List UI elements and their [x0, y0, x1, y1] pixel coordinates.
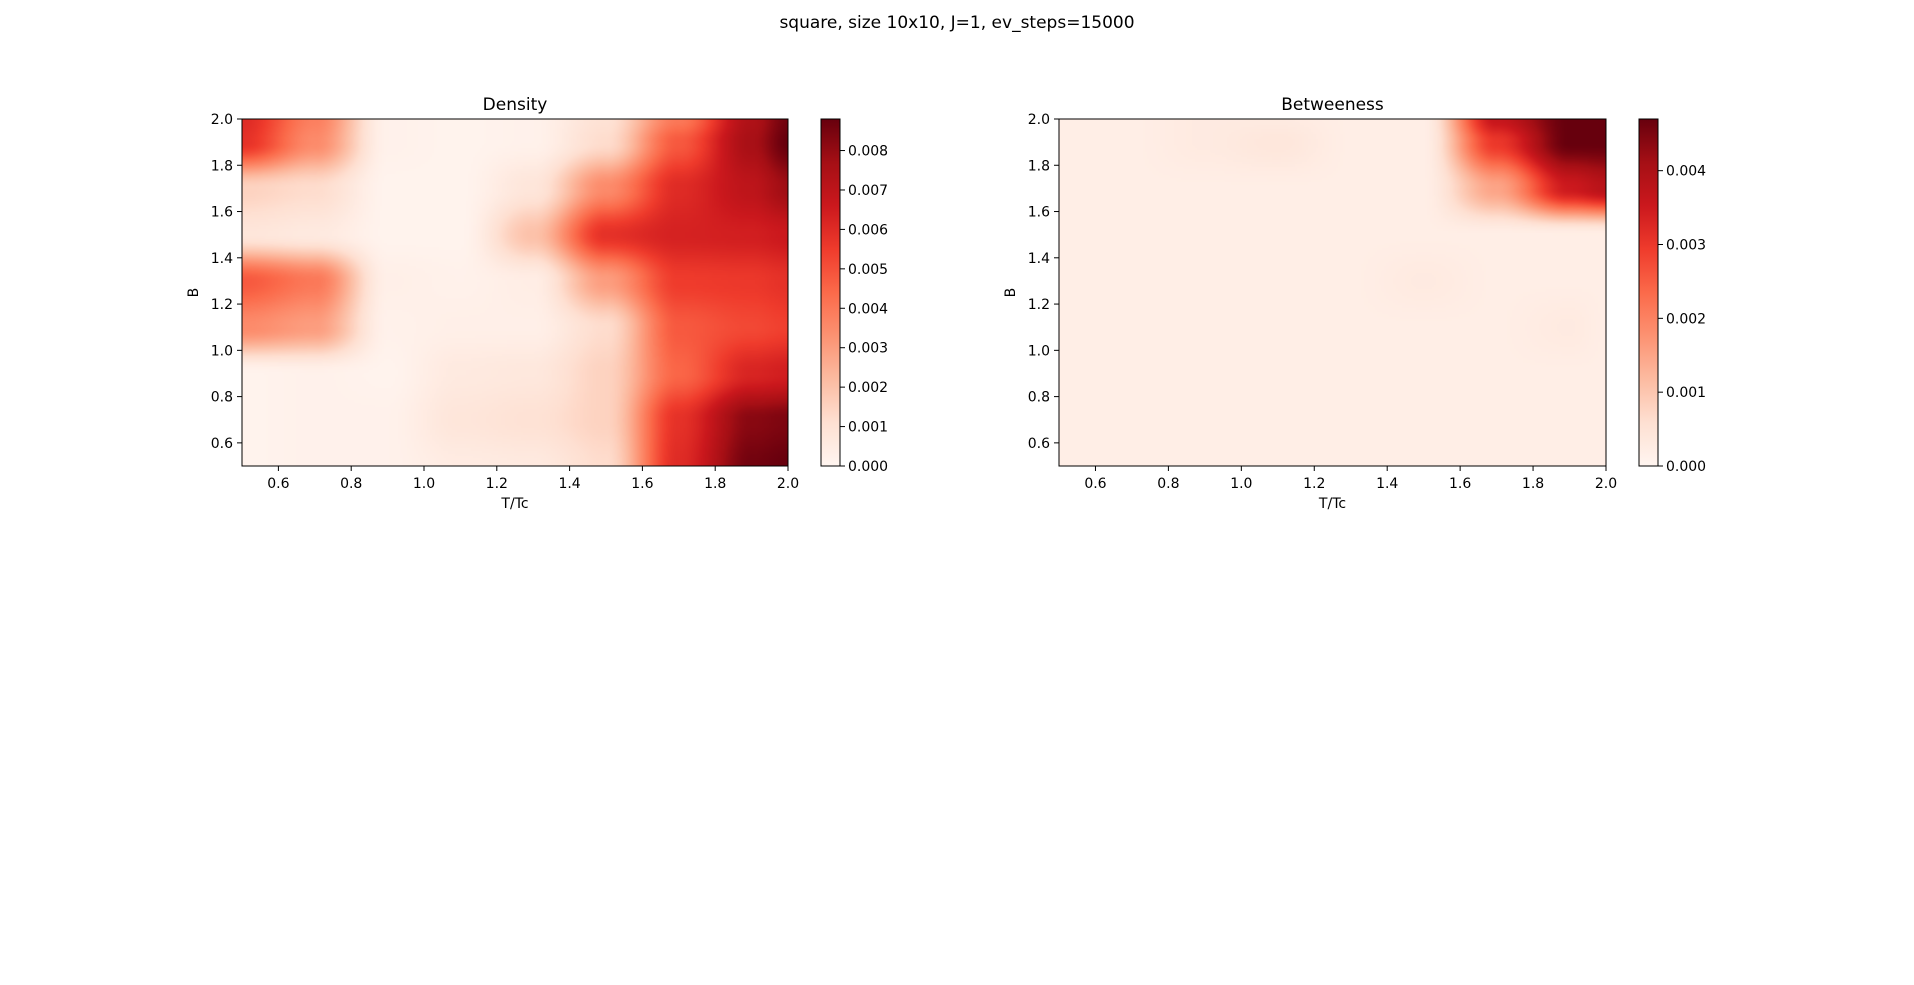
y-tick-label: 0.8: [211, 390, 233, 406]
axes-title: Density: [483, 95, 548, 115]
y-tick-label: 1.2: [211, 297, 233, 313]
colorbar-tick-label: 0.001: [848, 420, 888, 436]
axes-frame: [241, 118, 789, 467]
y-tick-label: 1.8: [1028, 158, 1050, 174]
x-tick-label: 1.8: [704, 476, 726, 492]
x-tick-label: 0.6: [1084, 476, 1106, 492]
colorbar-tick-label: 0.002: [1666, 311, 1706, 327]
density-heatmap-panel: Density 0.6 0.8 1.0 1.2 1.4 1.6 1.8 2.0 0.6 0.8 1.0…: [186, 95, 888, 512]
x-tick-label: 1.0: [413, 476, 435, 492]
colorbar-tick-label: 0.006: [848, 222, 888, 238]
y-tick-label: 1.4: [1028, 251, 1050, 267]
x-tick-label: 1.6: [1449, 476, 1471, 492]
x-axis-label: T/Tc: [500, 496, 528, 512]
colorbar-tick-label: 0.002: [848, 380, 888, 396]
colorbar-tick-label: 0.008: [848, 144, 888, 160]
y-tick-label: 2.0: [1028, 112, 1050, 128]
colorbar-tick-label: 0.004: [848, 301, 888, 317]
x-tick-label: 2.0: [777, 476, 799, 492]
y-axis-label: B: [1003, 288, 1019, 298]
y-tick-label: 1.8: [211, 158, 233, 174]
x-axis-label: T/Tc: [1318, 496, 1346, 512]
figure-suptitle: square, size 10x10, J=1, ev_steps=15000: [779, 13, 1134, 33]
x-tick-label: 1.2: [1303, 476, 1325, 492]
colorbar-tick-label: 0.000: [848, 459, 888, 475]
axes-title: Betweeness: [1281, 95, 1384, 115]
x-tick-label: 1.2: [486, 476, 508, 492]
y-tick-label: 1.0: [211, 343, 233, 359]
x-tick-label: 0.8: [1157, 476, 1179, 492]
colorbar-tick-label: 0.003: [1666, 238, 1706, 254]
colorbar-tick-label: 0.003: [848, 341, 888, 357]
x-tick-label: 0.6: [267, 476, 289, 492]
colorbar: [1638, 118, 1659, 467]
x-tick-label: 2.0: [1595, 476, 1617, 492]
y-axis-label: B: [186, 288, 202, 298]
colorbar-tick-label: 0.001: [1666, 385, 1706, 401]
y-tick-label: 0.6: [1028, 436, 1050, 452]
y-tick-label: 0.8: [1028, 390, 1050, 406]
y-tick-label: 1.0: [1028, 343, 1050, 359]
colorbar-tick-label: 0.005: [848, 262, 888, 278]
x-tick-label: 0.8: [340, 476, 362, 492]
heatmap-image: [242, 119, 788, 466]
y-tick-label: 0.6: [211, 436, 233, 452]
x-tick-label: 1.4: [1376, 476, 1398, 492]
colorbar-tick-label: 0.004: [1666, 164, 1706, 180]
axes-frame: [1058, 118, 1607, 467]
x-tick-label: 1.8: [1522, 476, 1544, 492]
colorbar: [820, 118, 841, 467]
y-tick-label: 2.0: [211, 112, 233, 128]
y-tick-label: 1.6: [1028, 205, 1050, 221]
x-tick-label: 1.6: [631, 476, 653, 492]
x-tick-label: 1.4: [558, 476, 580, 492]
colorbar-tick-label: 0.000: [1666, 459, 1706, 475]
colorbar-tick-label: 0.007: [848, 183, 888, 199]
y-tick-label: 1.2: [1028, 297, 1050, 313]
betweeness-heatmap-panel: Betweeness 0.6 0.8 1.0 1.2 1.4 1.6 1.8 2.0 0.6 0.8…: [1003, 95, 1706, 512]
y-tick-label: 1.4: [211, 251, 233, 267]
y-tick-label: 1.6: [211, 205, 233, 221]
heatmap-image: [1059, 119, 1606, 466]
x-tick-label: 1.0: [1230, 476, 1252, 492]
